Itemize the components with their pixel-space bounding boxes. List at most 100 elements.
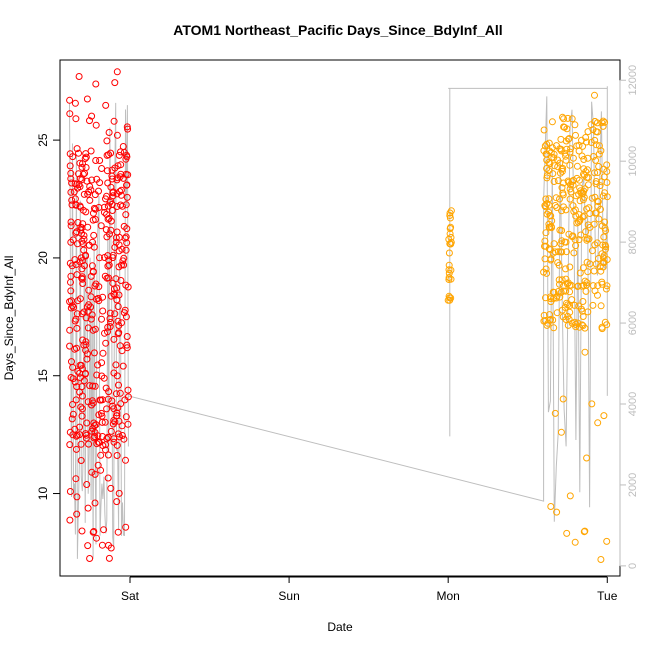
data-point bbox=[582, 228, 590, 236]
data-point bbox=[445, 261, 453, 269]
data-point bbox=[120, 309, 128, 317]
data-point bbox=[603, 537, 611, 545]
data-point bbox=[71, 195, 79, 203]
data-point bbox=[582, 134, 590, 141]
data-point bbox=[115, 233, 123, 241]
data-point bbox=[590, 267, 598, 275]
data-point bbox=[595, 142, 603, 150]
data-point bbox=[76, 295, 84, 303]
data-point bbox=[83, 419, 91, 427]
data-point bbox=[82, 314, 90, 322]
data-point bbox=[545, 195, 553, 203]
data-point bbox=[562, 265, 569, 273]
data-point bbox=[69, 363, 77, 371]
data-point bbox=[567, 145, 575, 153]
data-point bbox=[108, 207, 116, 214]
data-point bbox=[547, 316, 554, 323]
data-point bbox=[79, 220, 87, 228]
data-point bbox=[601, 189, 609, 197]
data-point bbox=[104, 474, 112, 482]
data-point bbox=[547, 212, 555, 220]
data-point bbox=[114, 528, 122, 536]
data-point bbox=[566, 263, 574, 271]
data-point bbox=[100, 526, 108, 534]
data-point bbox=[566, 195, 574, 203]
data-point bbox=[543, 172, 551, 179]
data-point bbox=[566, 308, 574, 316]
data-point bbox=[97, 466, 105, 474]
data-point bbox=[67, 175, 75, 183]
data-point bbox=[113, 498, 121, 506]
data-point bbox=[67, 374, 75, 381]
data-point bbox=[114, 330, 122, 338]
chart-title: ATOM1 Northeast_Pacific Days_Since_BdyIn… bbox=[173, 22, 502, 38]
data-point bbox=[95, 283, 103, 291]
data-point bbox=[67, 222, 75, 230]
data-point bbox=[564, 114, 572, 122]
data-point bbox=[603, 161, 611, 169]
data-point bbox=[123, 333, 131, 340]
data-point bbox=[76, 159, 84, 167]
data-point bbox=[567, 188, 575, 196]
data-point bbox=[592, 141, 600, 149]
data-point bbox=[579, 196, 587, 204]
data-point bbox=[89, 528, 97, 536]
data-point bbox=[541, 237, 549, 245]
y2-axis: 0 2000 4000 6000 8000 10000 12000 bbox=[619, 65, 639, 569]
data-point bbox=[99, 293, 107, 301]
data-point bbox=[542, 150, 550, 158]
x-axis: Sat Sun Mon Tue bbox=[121, 576, 618, 603]
data-point bbox=[110, 285, 118, 293]
data-point bbox=[82, 208, 90, 216]
data-point bbox=[73, 228, 81, 236]
data-point bbox=[563, 248, 570, 256]
data-point bbox=[82, 431, 90, 439]
data-point bbox=[559, 189, 567, 197]
data-point bbox=[78, 527, 86, 535]
y-tick-label: 20 bbox=[36, 251, 50, 265]
data-point bbox=[556, 195, 563, 203]
data-point bbox=[105, 129, 113, 136]
data-point bbox=[584, 154, 592, 162]
data-point bbox=[107, 484, 115, 492]
data-point bbox=[586, 223, 594, 231]
data-point bbox=[554, 177, 562, 185]
data-point bbox=[562, 152, 570, 160]
data-point bbox=[550, 178, 558, 185]
data-point bbox=[108, 172, 116, 180]
data-point bbox=[542, 242, 550, 250]
data-point bbox=[602, 285, 610, 293]
data-point bbox=[83, 177, 91, 185]
data-point bbox=[562, 156, 570, 164]
data-point bbox=[564, 279, 572, 287]
data-point bbox=[78, 412, 86, 420]
data-point bbox=[66, 441, 74, 449]
data-point bbox=[583, 279, 591, 287]
data-point bbox=[569, 202, 577, 210]
data-point bbox=[113, 441, 121, 449]
data-point bbox=[110, 417, 118, 424]
data-point bbox=[102, 384, 110, 392]
data-point bbox=[118, 347, 126, 355]
data-point bbox=[586, 260, 594, 268]
data-point bbox=[73, 383, 81, 391]
data-point bbox=[114, 404, 122, 412]
data-point bbox=[67, 278, 74, 286]
data-point bbox=[112, 275, 120, 283]
data-point bbox=[122, 313, 130, 321]
y2-tick-label: 12000 bbox=[627, 65, 639, 96]
data-point bbox=[110, 335, 118, 343]
data-point bbox=[577, 231, 585, 239]
data-point bbox=[87, 272, 95, 280]
data-point bbox=[117, 191, 125, 199]
data-point bbox=[564, 321, 572, 329]
data-point bbox=[92, 421, 100, 429]
data-point bbox=[77, 440, 85, 448]
y2-tick-label: 8000 bbox=[627, 230, 639, 254]
data-point bbox=[557, 169, 564, 177]
data-point bbox=[102, 446, 109, 454]
data-point bbox=[107, 149, 115, 157]
data-point bbox=[72, 201, 80, 209]
data-point bbox=[74, 184, 82, 192]
data-point bbox=[589, 301, 597, 309]
